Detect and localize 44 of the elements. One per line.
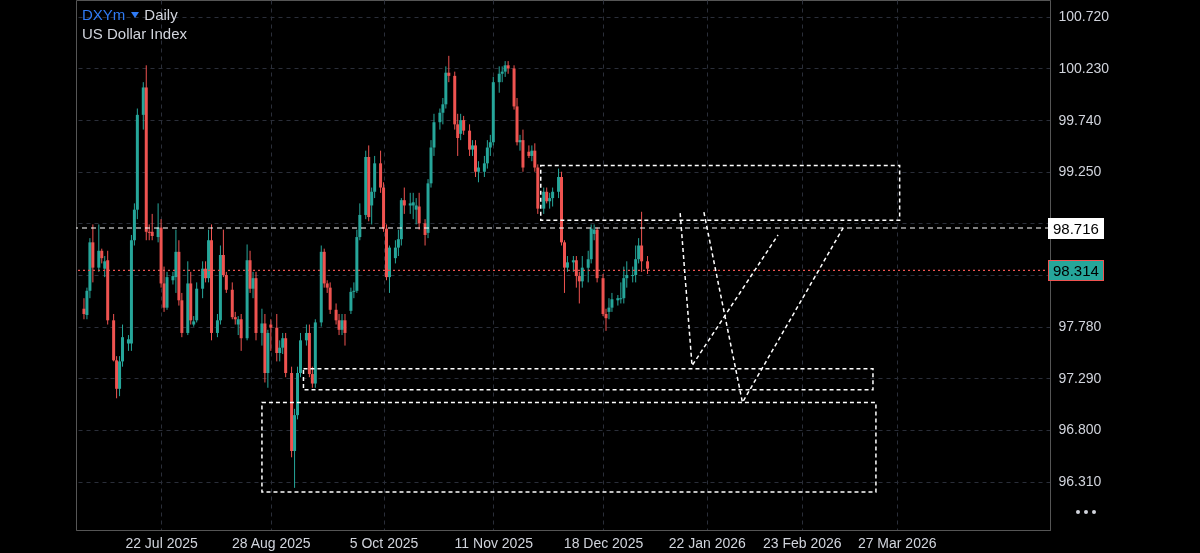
ref-line-label: 98.716 — [1048, 218, 1104, 240]
y-tick-label: 100.720 — [1058, 8, 1110, 25]
candlestick — [506, 60, 510, 75]
ref-line-label: 98.314 — [1048, 260, 1104, 282]
candlestick — [236, 315, 240, 336]
candlestick — [251, 271, 255, 299]
candlestick — [527, 144, 531, 159]
x-tick-label: 22 Jul 2025 — [125, 534, 198, 551]
candlestick — [607, 297, 611, 320]
x-tick-label: 23 Feb 2026 — [762, 534, 842, 551]
candlestick — [417, 192, 421, 231]
candlestick — [557, 168, 561, 199]
candlestick — [343, 313, 347, 347]
candlestick — [414, 197, 418, 225]
y-tick-label: 97.290 — [1058, 369, 1102, 386]
y-tick-label: 99.250 — [1058, 163, 1102, 180]
candlestick — [518, 134, 522, 152]
x-tick-label: 5 Oct 2025 — [349, 534, 419, 551]
candlestick — [447, 55, 451, 83]
chart-title: DXYm — [82, 6, 126, 23]
candlestick — [408, 192, 412, 215]
x-tick-label: 11 Nov 2025 — [454, 534, 534, 551]
annotation: Daily — [144, 6, 178, 23]
x-tick-label: 18 Dec 2025 — [563, 534, 644, 551]
candlestick — [260, 308, 264, 347]
text: US Dollar Index — [82, 25, 188, 42]
y-tick-label: 96.800 — [1058, 421, 1102, 438]
candlestick — [462, 115, 466, 136]
y-tick-label: 100.230 — [1058, 59, 1110, 76]
x-tick-label: 22 Jan 2026 — [668, 534, 747, 551]
candlestick — [82, 297, 86, 320]
candlestick — [103, 255, 107, 278]
y-tick-label: 99.740 — [1058, 111, 1102, 128]
candlestick — [580, 255, 584, 289]
y-tick-label: 97.780 — [1058, 318, 1102, 335]
candlestick — [476, 160, 480, 183]
candlestick — [411, 192, 415, 220]
candlestick — [304, 324, 308, 347]
candlestick — [239, 313, 243, 352]
y-tick-label: 96.310 — [1058, 473, 1102, 490]
x-tick-label: 28 Aug 2025 — [232, 534, 311, 551]
candlestick — [402, 187, 406, 215]
candlestick — [269, 318, 273, 352]
x-tick-label: 27 Mar 2026 — [857, 534, 937, 551]
